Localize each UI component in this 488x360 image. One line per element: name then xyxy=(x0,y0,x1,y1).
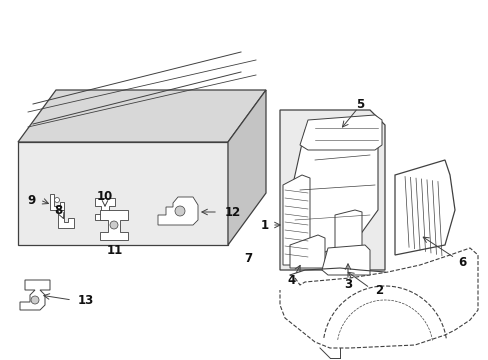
Polygon shape xyxy=(280,110,384,270)
Polygon shape xyxy=(18,90,265,142)
Text: 10: 10 xyxy=(97,189,113,202)
Polygon shape xyxy=(50,194,64,210)
Polygon shape xyxy=(100,210,128,240)
Polygon shape xyxy=(227,90,265,245)
Polygon shape xyxy=(18,142,227,245)
Circle shape xyxy=(110,221,118,229)
Text: 9: 9 xyxy=(28,194,36,207)
Polygon shape xyxy=(334,210,361,268)
Text: 6: 6 xyxy=(457,256,465,269)
Text: 4: 4 xyxy=(287,274,296,287)
Text: 7: 7 xyxy=(244,252,251,265)
Polygon shape xyxy=(283,175,309,265)
Polygon shape xyxy=(58,210,74,228)
Text: 11: 11 xyxy=(107,243,123,257)
Text: 1: 1 xyxy=(261,219,268,231)
Circle shape xyxy=(31,296,39,304)
Circle shape xyxy=(175,206,184,216)
Circle shape xyxy=(54,198,60,202)
Polygon shape xyxy=(95,198,115,220)
Polygon shape xyxy=(158,197,198,225)
Text: 3: 3 xyxy=(343,279,351,292)
Polygon shape xyxy=(20,280,50,310)
Polygon shape xyxy=(289,235,325,268)
Polygon shape xyxy=(285,120,377,260)
Polygon shape xyxy=(299,115,381,150)
Text: 5: 5 xyxy=(355,98,364,111)
Text: 12: 12 xyxy=(224,206,241,219)
Polygon shape xyxy=(321,245,369,275)
Text: 2: 2 xyxy=(374,284,382,297)
Polygon shape xyxy=(394,160,454,255)
Text: 13: 13 xyxy=(78,293,94,306)
Text: 8: 8 xyxy=(54,203,62,216)
